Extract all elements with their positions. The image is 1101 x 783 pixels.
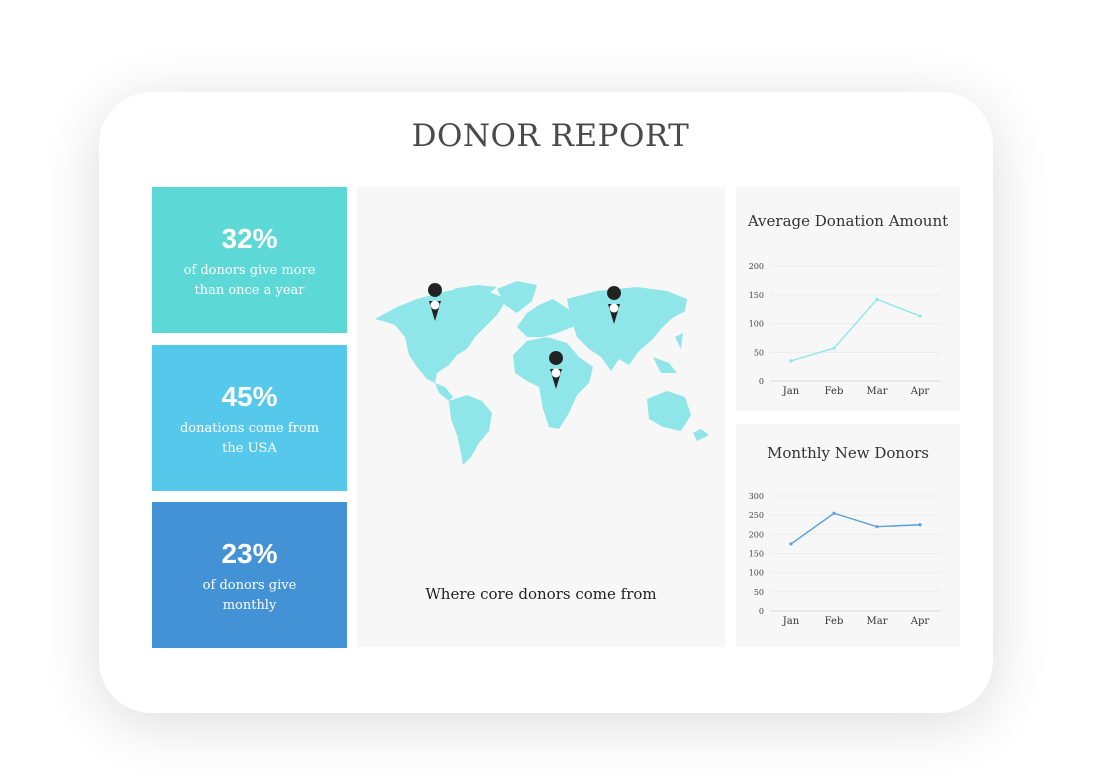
line-chart-new-donors: 0 50 100 150 200 250 300 Jan Feb Mar Apr xyxy=(749,492,941,627)
y-tick-label: 200 xyxy=(749,262,764,271)
y-tick-label: 50 xyxy=(754,588,764,597)
x-tick-label: Apr xyxy=(910,616,930,627)
data-point xyxy=(918,523,922,527)
x-tick-label: Jan xyxy=(782,386,800,397)
data-point xyxy=(832,346,836,350)
chart-title: Monthly New Donors xyxy=(766,444,929,462)
y-tick-label: 150 xyxy=(749,550,764,559)
stat-tile-usa: 45% donations come from the USA xyxy=(152,345,347,491)
map-pin-icon xyxy=(549,351,564,389)
x-tick-label: Mar xyxy=(867,386,888,397)
page-title: DONOR REPORT xyxy=(411,118,690,154)
x-tick-label: Mar xyxy=(867,616,888,627)
north-america xyxy=(375,287,507,383)
chart-panel-new-donors: Monthly New Donors 0 50 100 150 200 250 300 Jan… xyxy=(736,424,960,647)
stat-value: 32% xyxy=(221,223,278,254)
map-pin-icon xyxy=(428,283,443,321)
africa xyxy=(513,337,593,429)
map-pins xyxy=(428,283,622,389)
greenland xyxy=(497,281,537,313)
chart-title: Average Donation Amount xyxy=(747,212,949,230)
stat-description: donations come from the USA xyxy=(179,421,320,456)
asia xyxy=(567,287,687,371)
world-map xyxy=(375,281,709,465)
data-point xyxy=(789,542,793,546)
data-point xyxy=(875,297,879,301)
data-point xyxy=(832,511,836,515)
data-point xyxy=(918,314,922,318)
stat-value: 45% xyxy=(221,381,278,412)
australia xyxy=(647,391,691,431)
y-tick-label: 50 xyxy=(754,348,764,357)
y-tick-label: 200 xyxy=(749,530,764,539)
chart-panel-average-donation: Average Donation Amount 0 50 100 150 200 Jan F… xyxy=(736,187,960,411)
x-tick-label: Jan xyxy=(782,616,800,627)
stat-description: of donors give more than once a year xyxy=(183,263,316,298)
stat-value: 23% xyxy=(221,538,278,569)
x-tick-label: Feb xyxy=(825,386,844,397)
y-tick-label: 150 xyxy=(749,291,764,300)
stat-tile-repeat-donors: 32% of donors give more than once a year xyxy=(152,187,347,333)
europe xyxy=(517,299,577,337)
data-point xyxy=(875,525,879,529)
stat-tile-monthly: 23% of donors give monthly xyxy=(152,502,347,648)
map-panel: Where core donors come from xyxy=(357,187,725,647)
x-tick-label: Apr xyxy=(910,386,930,397)
y-tick-label: 0 xyxy=(759,607,764,616)
data-point xyxy=(789,359,793,363)
y-tick-label: 250 xyxy=(749,511,764,520)
x-tick-label: Feb xyxy=(825,616,844,627)
map-caption: Where core donors come from xyxy=(425,585,657,603)
y-tick-label: 300 xyxy=(749,492,764,501)
map-pin-icon xyxy=(607,286,622,324)
y-tick-label: 0 xyxy=(759,377,764,386)
series-line xyxy=(790,512,921,545)
south-america xyxy=(449,395,492,465)
y-tick-label: 100 xyxy=(749,320,764,329)
line-chart-average-donation: 0 50 100 150 200 Jan Feb Mar Apr xyxy=(749,262,941,397)
series-line xyxy=(790,298,921,362)
y-tick-label: 100 xyxy=(749,569,764,578)
stat-description: of donors give monthly xyxy=(202,578,297,613)
